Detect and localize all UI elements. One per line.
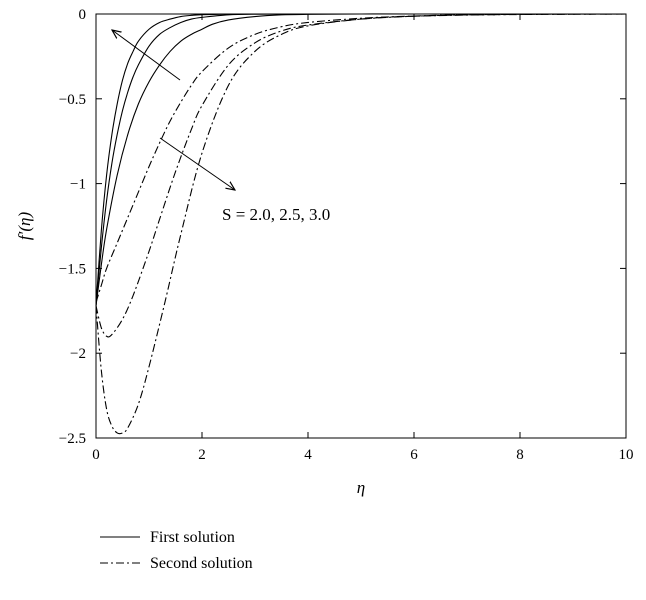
x-axis-ticks: 0 2 4 6 8 10 (92, 14, 634, 463)
x-tick-label: 10 (619, 447, 634, 463)
x-tick-label: 2 (198, 447, 206, 463)
second-solution-line-4 (95, 13, 627, 338)
arrow-second-solution (159, 137, 235, 190)
x-tick-label: 0 (92, 447, 100, 463)
second-solution-line-5 (95, 13, 627, 435)
second-solution-line-3 (95, 13, 627, 303)
legend-label-second: Second solution (150, 555, 253, 572)
series-layer (95, 13, 627, 435)
y-axis-label: f′(η) (15, 212, 34, 241)
x-tick-label: 6 (410, 447, 418, 463)
x-tick-label: 4 (304, 447, 312, 463)
first-solution-line-2 (95, 13, 626, 306)
first-solution-line-1 (95, 13, 626, 306)
x-tick-label: 8 (516, 447, 524, 463)
parameter-annotation: S = 2.0, 2.5, 3.0 (222, 205, 330, 224)
y-tick-label: −1 (70, 177, 86, 193)
x-axis-label: η (357, 478, 365, 497)
y-tick-label: −2 (70, 346, 86, 362)
y-tick-label: −2.5 (59, 431, 86, 447)
legend-label-first: First solution (150, 529, 235, 546)
y-tick-label: −1.5 (59, 261, 86, 277)
y-tick-label: 0 (79, 7, 87, 23)
y-tick-label: −0.5 (59, 92, 86, 108)
y-axis-ticks: 0 −0.5 −1 −1.5 −2 −2.5 (59, 7, 626, 447)
first-solution-line-0 (95, 13, 626, 306)
legend: First solution Second solution (100, 529, 253, 572)
plot-frame (95, 13, 627, 439)
arrow-first-solution (112, 30, 181, 81)
